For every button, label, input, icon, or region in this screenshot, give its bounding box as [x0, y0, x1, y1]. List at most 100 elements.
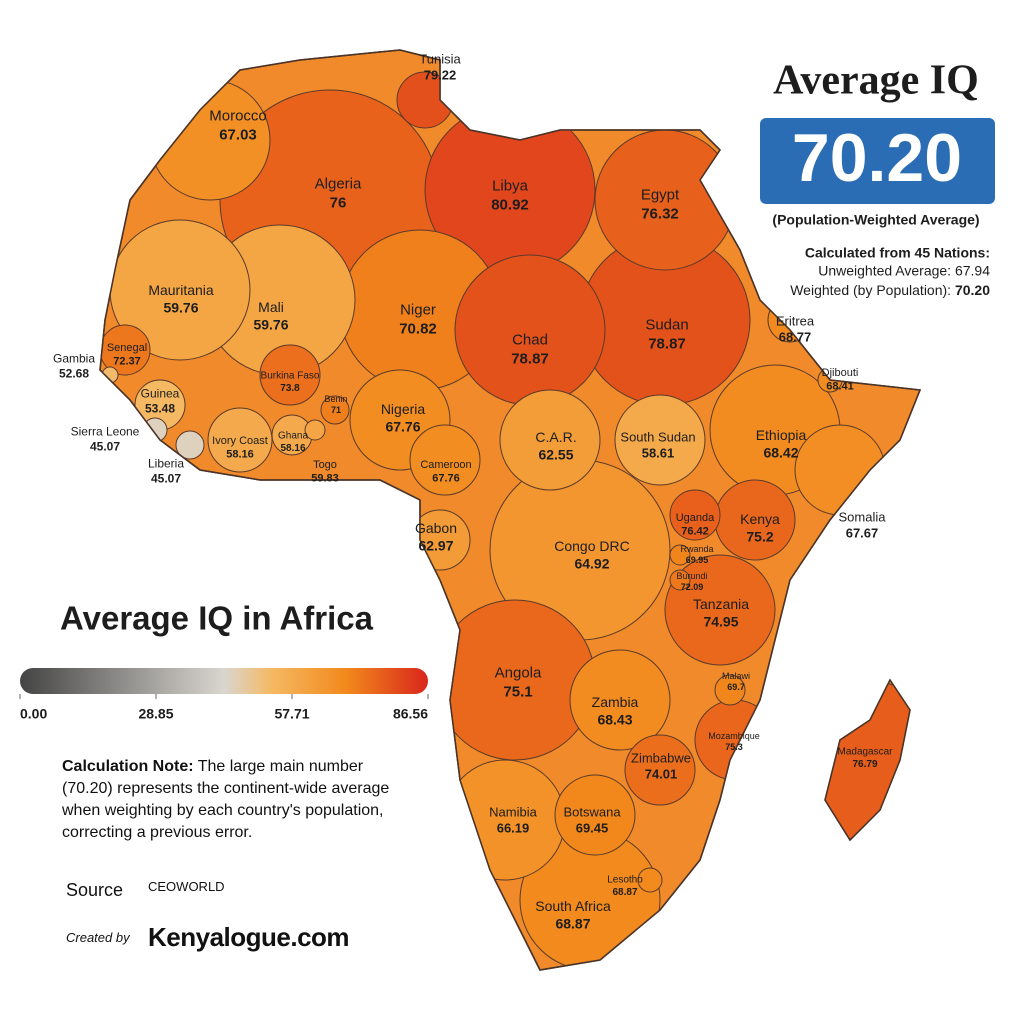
country-value: 68.87: [612, 887, 637, 898]
country-name: Uganda: [676, 512, 715, 524]
country-value: 75.3: [725, 742, 743, 752]
country-value: 67.76: [385, 418, 420, 434]
country-value: 68.43: [597, 711, 632, 727]
country-name: Tanzania: [693, 596, 749, 612]
country-region: [669, 569, 691, 591]
country-value: 68.87: [555, 915, 590, 931]
credit-brand: Kenyalogue.com: [148, 922, 350, 952]
country-name: C.A.R.: [535, 429, 576, 445]
country-region: [669, 489, 721, 541]
country-name: Botswana: [563, 804, 621, 819]
country-region: [259, 344, 321, 406]
country-name: Sierra Leone: [71, 425, 140, 439]
country-name: Togo: [313, 459, 337, 471]
scale-tick-label: 0.00: [20, 706, 47, 722]
country-name: Tunisia: [419, 51, 461, 66]
scale-tick-label: 86.56: [393, 706, 428, 722]
country-name: Congo DRC: [554, 538, 629, 554]
country-value: 67.67: [846, 525, 879, 540]
source-label: Source: [66, 880, 124, 900]
legend-title: Average IQ in Africa: [60, 600, 374, 637]
country-name: Guinea: [141, 387, 180, 401]
country-region: [100, 324, 151, 376]
country-value: 68.77: [779, 329, 812, 344]
country-value: 59.76: [253, 316, 288, 332]
note-text: The large main number (70.20) represents…: [62, 758, 390, 841]
continent-outline: [99, 49, 922, 971]
unweighted-average: Unweighted Average: 67.94: [818, 263, 990, 279]
country-name: Somalia: [839, 509, 887, 524]
country-value: 76.79: [852, 759, 877, 770]
country-value: 58.61: [642, 445, 675, 460]
scale-tick-label: 57.71: [274, 706, 309, 722]
country-value: 53.48: [145, 402, 175, 416]
country-name: Ethiopia: [756, 427, 807, 443]
country-region: [794, 424, 886, 516]
country-value: 75.2: [746, 528, 773, 544]
country-name: Djibouti: [822, 367, 859, 379]
country-value: 62.97: [418, 537, 453, 553]
country-name: Namibia: [489, 804, 537, 819]
country-value: 75.1: [503, 683, 532, 700]
country-value: 74.95: [703, 613, 738, 629]
country-value: 68.41: [826, 381, 854, 393]
headline-subtitle: (Population-Weighted Average): [772, 212, 979, 228]
country-name: Burundi: [676, 571, 707, 581]
country-region: [669, 544, 691, 566]
country-name: Rwanda: [680, 544, 713, 554]
country-value: 69.45: [576, 820, 609, 835]
country-name: Algeria: [315, 176, 362, 193]
country-region: [409, 424, 481, 496]
country-name: Cameroon: [420, 459, 471, 471]
country-region: [175, 430, 205, 460]
weighted-label: Weighted (by Population):: [790, 282, 955, 298]
country-name: Mozambique: [708, 731, 760, 741]
country-value: 67.03: [219, 126, 257, 143]
country-name: Benin: [324, 394, 347, 404]
note-lead: Calculation Note:: [62, 758, 194, 775]
calc-title: Calculated from 45 Nations:: [805, 245, 990, 261]
country-value: 67.76: [432, 473, 460, 485]
country-value: 69.95: [686, 555, 709, 565]
calculation-note: Calculation Note: The large main number …: [62, 756, 402, 844]
country-name: South Africa: [535, 898, 611, 914]
headline-box: [760, 118, 995, 204]
credit-label: Created by: [66, 930, 130, 945]
country-name: Sudan: [645, 317, 688, 334]
country-name: Niger: [400, 302, 436, 319]
country-value: 45.07: [90, 440, 120, 454]
country-value: 58.16: [226, 449, 254, 461]
country-value: 64.92: [574, 555, 609, 571]
country-value: 68.42: [763, 444, 798, 460]
country-name: Zambia: [592, 694, 639, 710]
country-value: 62.55: [538, 446, 573, 462]
country-name: Madagascar: [837, 746, 893, 757]
country-region: [664, 554, 776, 666]
country-region: [614, 394, 706, 486]
weighted-value: 70.20: [955, 282, 990, 298]
scale-ticks: 0.00 28.85 57.71 86.56: [19, 694, 429, 722]
weighted-average: Weighted (by Population): 70.20: [790, 282, 990, 298]
country-value: 80.92: [491, 196, 529, 213]
country-value: 69.7: [727, 682, 745, 692]
header-title: Average IQ: [773, 58, 979, 104]
country-name: Lesotho: [607, 874, 643, 885]
country-value: 79.22: [424, 67, 457, 82]
scale-tick-label: 28.85: [138, 706, 173, 722]
country-region: [637, 867, 663, 893]
country-region: [499, 389, 601, 491]
country-name: Chad: [512, 332, 548, 349]
country-value: 76.42: [681, 526, 709, 538]
country-name: Gabon: [415, 520, 457, 536]
country-region: [569, 649, 671, 751]
country-value: 70.82: [399, 320, 437, 337]
headline-value: 70.20: [792, 120, 962, 196]
country-name: Ivory Coast: [212, 435, 268, 447]
country-name: Zimbabwe: [631, 750, 691, 765]
country-region: [304, 419, 326, 441]
country-region: [454, 254, 606, 406]
country-name: Morocco: [209, 108, 267, 125]
country-region: [714, 674, 746, 706]
